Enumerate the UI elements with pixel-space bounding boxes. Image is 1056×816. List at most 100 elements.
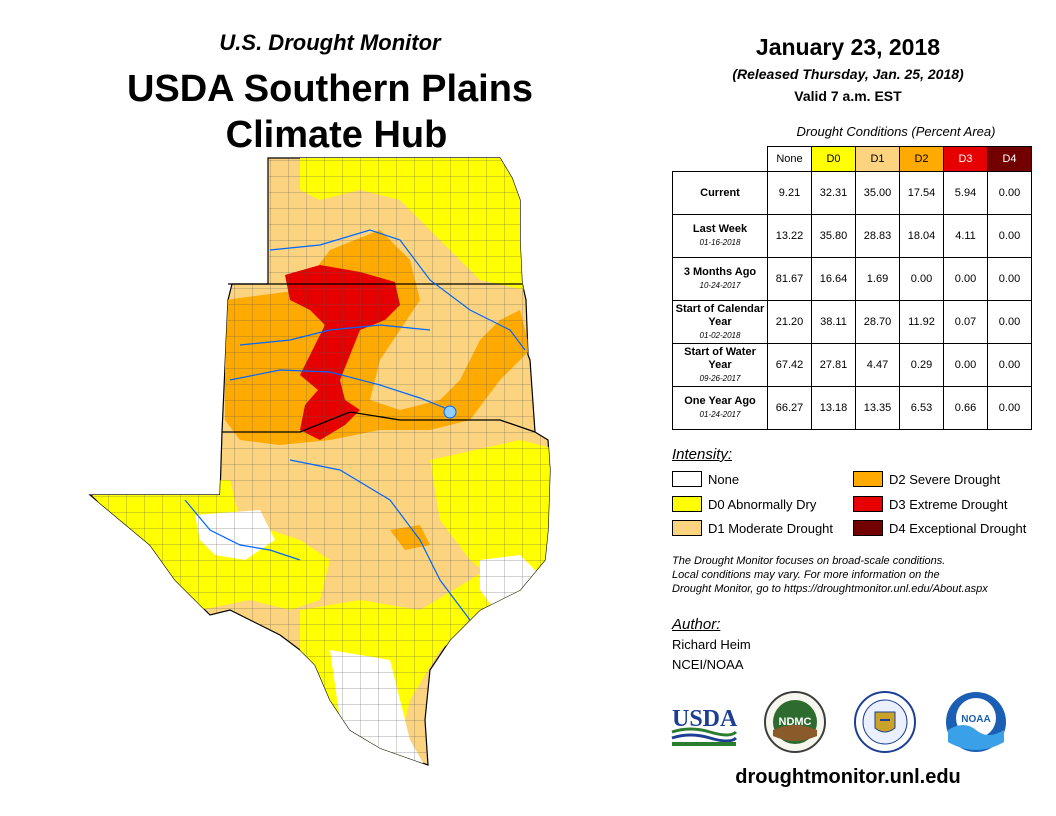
row-date: 09-26-2017 — [699, 373, 741, 383]
cell-value: 6.53 — [899, 386, 944, 430]
legend-label: D0 Abnormally Dry — [708, 496, 817, 512]
cell-value: 67.42 — [767, 343, 812, 387]
legend-label: D4 Exceptional Drought — [889, 520, 1027, 536]
cell-value: 13.18 — [811, 386, 856, 430]
cell-value: 13.35 — [855, 386, 900, 430]
col-header-d4: D4 — [987, 146, 1032, 172]
svg-text:NOAA: NOAA — [961, 714, 990, 725]
legend-heading: Intensity: — [672, 446, 733, 463]
cell-value: 0.00 — [943, 257, 988, 301]
legend-item-none: None — [672, 469, 739, 489]
legend-item-d3: D3 Extreme Drought — [853, 494, 1008, 514]
legend-label: D1 Moderate Drought — [708, 520, 834, 536]
lake-texoma — [443, 405, 457, 419]
cell-value: 21.20 — [767, 300, 812, 344]
table-row: Start of Calendar Year 01-02-2018 21.20 3… — [672, 300, 1032, 344]
usda-logo: USDA — [671, 706, 738, 746]
canadian-river — [229, 369, 451, 411]
row-date: 10-24-2017 — [699, 281, 741, 290]
cell-value: 0.00 — [987, 257, 1032, 301]
row-label: 3 Months Ago 10-24-2017 — [672, 257, 768, 301]
cell-value: 0.00 — [987, 386, 1032, 430]
cell-value: 0.66 — [943, 386, 988, 430]
col-header-d0: D0 — [811, 146, 856, 172]
noaa-logo: NOAA — [946, 692, 1006, 752]
cell-value: 28.83 — [855, 214, 900, 258]
brazos-river — [289, 459, 471, 621]
legend-swatch — [853, 471, 883, 487]
cell-value: 13.22 — [767, 214, 812, 258]
author-org: NCEI/NOAA — [672, 657, 744, 672]
legend-item-d4: D4 Exceptional Drought — [853, 518, 1026, 538]
legend-label: D3 Extreme Drought — [889, 496, 1008, 512]
svg-text:USDA: USDA — [672, 706, 738, 732]
row-date: 01-02-2018 — [699, 330, 741, 340]
author-heading: Author: — [672, 616, 721, 633]
cell-value: 18.04 — [899, 214, 944, 258]
legend-swatch — [672, 520, 702, 536]
cell-value: 0.29 — [899, 343, 944, 387]
cell-value: 38.11 — [811, 300, 856, 344]
table-corner — [673, 147, 768, 172]
drought-monitor-note: The Drought Monitor focuses on broad-sca… — [672, 554, 1042, 596]
drought-map — [88, 157, 551, 766]
row-label: Last Week 01-16-2018 — [672, 214, 768, 258]
table-header-row: None D0 D1 D2 D3 D4 — [673, 146, 1032, 172]
cell-value: 4.47 — [855, 343, 900, 387]
legend-item-d0: D0 Abnormally Dry — [672, 494, 816, 514]
map-title-line2: Climate Hub — [225, 114, 448, 156]
author-name: Richard Heim — [672, 637, 751, 652]
valid-time: Valid 7 a.m. EST — [794, 88, 902, 104]
map-subtitle: U.S. Drought Monitor — [219, 30, 441, 55]
cell-value: 0.07 — [943, 300, 988, 344]
note-line: Local conditions may vary. For more info… — [672, 569, 940, 581]
conditions-table: None D0 D1 D2 D3 D4 Current 9.21 32.31 3… — [672, 146, 1032, 430]
map-date: January 23, 2018 — [755, 34, 941, 60]
cell-value: 32.31 — [811, 171, 856, 215]
ndmc-logo: NDMC — [764, 691, 826, 753]
website-link[interactable]: droughtmonitor.unl.edu — [735, 766, 961, 788]
table-row: One Year Ago 01-24-2017 66.27 13.18 13.35… — [672, 386, 1032, 430]
svg-text:NDMC: NDMC — [779, 716, 812, 728]
col-header-none: None — [767, 146, 812, 172]
table-row: Start of Water Year 09-26-2017 67.42 27.8… — [672, 343, 1032, 387]
cell-value: 81.67 — [767, 257, 812, 301]
col-header-d2: D2 — [899, 146, 944, 172]
oklahoma-texas-border — [222, 411, 536, 433]
row-label: Start of Calendar Year 01-02-2018 — [672, 300, 768, 344]
cell-value: 4.11 — [943, 214, 988, 258]
cell-value: 16.64 — [811, 257, 856, 301]
legend-item-d1: D1 Moderate Drought — [672, 518, 833, 538]
legend-item-d2: D2 Severe Drought — [853, 469, 1000, 489]
red-river — [239, 324, 431, 346]
row-label: Current — [672, 171, 768, 215]
legend-swatch — [853, 520, 883, 536]
rio-grande-river — [184, 499, 301, 561]
cell-value: 28.70 — [855, 300, 900, 344]
conditions-caption: Drought Conditions (Percent Area) — [796, 124, 996, 139]
legend-swatch — [672, 471, 702, 487]
cell-value: 35.80 — [811, 214, 856, 258]
legend-swatch — [853, 496, 883, 512]
row-label: Start of Water Year 09-26-2017 — [672, 343, 768, 387]
row-date: 01-16-2018 — [699, 238, 741, 247]
release-date: (Released Thursday, Jan. 25, 2018) — [732, 66, 964, 82]
col-header-d3: D3 — [943, 146, 988, 172]
note-line: Drought Monitor, go to https://droughtmo… — [672, 583, 988, 595]
commerce-seal-logo — [854, 691, 916, 753]
cell-value: 0.00 — [987, 343, 1032, 387]
cell-value: 1.69 — [855, 257, 900, 301]
table-row: Current 9.21 32.31 35.00 17.54 5.94 0.00 — [672, 171, 1032, 215]
row-date: 01-24-2017 — [699, 410, 741, 419]
cell-value: 0.00 — [987, 171, 1032, 215]
cell-value: 66.27 — [767, 386, 812, 430]
cell-value: 0.00 — [943, 343, 988, 387]
legend-swatch — [672, 496, 702, 512]
cell-value: 9.21 — [767, 171, 812, 215]
cell-value: 0.00 — [987, 214, 1032, 258]
table-row: 3 Months Ago 10-24-2017 81.67 16.64 1.69 … — [672, 257, 1032, 301]
cell-value: 0.00 — [899, 257, 944, 301]
cell-value: 5.94 — [943, 171, 988, 215]
legend-label: D2 Severe Drought — [889, 471, 1001, 487]
row-label: One Year Ago 01-24-2017 — [672, 386, 768, 430]
